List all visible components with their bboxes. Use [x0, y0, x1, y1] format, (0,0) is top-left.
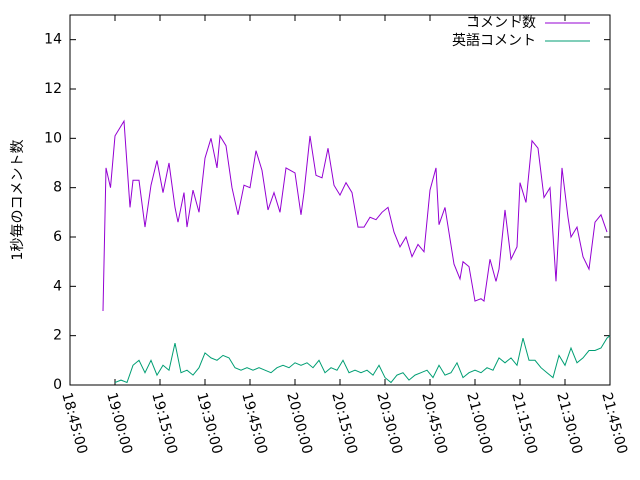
y-tick-label: 2 — [53, 328, 62, 344]
x-tick-label: 19:45:00 — [238, 391, 270, 456]
y-tick-label: 8 — [53, 180, 62, 196]
x-tick-label: 19:30:00 — [193, 391, 225, 456]
y-tick-label: 6 — [53, 229, 62, 245]
x-tick-label: 20:30:00 — [373, 391, 405, 456]
plot-area: 0 2 4 6 8 10 12 14 18:45:00 19:00:00 19:15:00 19:30… — [44, 14, 630, 456]
legend-label-1: コメント数 — [466, 15, 536, 31]
y-axis-title: 1秒毎のコメント数 — [10, 140, 26, 261]
y-axis-label: 1秒毎のコメント数 — [10, 140, 26, 261]
series-line-2 — [114, 335, 611, 384]
x-tick-label: 20:15:00 — [328, 391, 360, 456]
y-tick-label: 12 — [44, 81, 62, 97]
x-tick-label: 19:00:00 — [103, 391, 135, 456]
x-tick-label: 18:45:00 — [58, 391, 90, 456]
x-tick-label: 21:00:00 — [463, 391, 495, 456]
y-tick-label: 10 — [44, 130, 62, 146]
x-tick-label: 20:00:00 — [283, 391, 315, 456]
y-tick-label: 0 — [53, 377, 62, 393]
y-tick-label: 4 — [53, 278, 62, 294]
x-tick-label: 21:30:00 — [553, 391, 585, 456]
legend-label-2: 英語コメント — [452, 32, 536, 49]
y-tick-label: 14 — [44, 32, 62, 48]
x-tick-label: 19:15:00 — [148, 391, 180, 456]
x-tick-label: 21:15:00 — [508, 391, 540, 456]
x-tick-label: 21:45:00 — [598, 391, 630, 456]
series-line-1 — [102, 119, 608, 312]
plot-frame — [69, 14, 611, 386]
x-tick-label: 20:45:00 — [418, 391, 450, 456]
